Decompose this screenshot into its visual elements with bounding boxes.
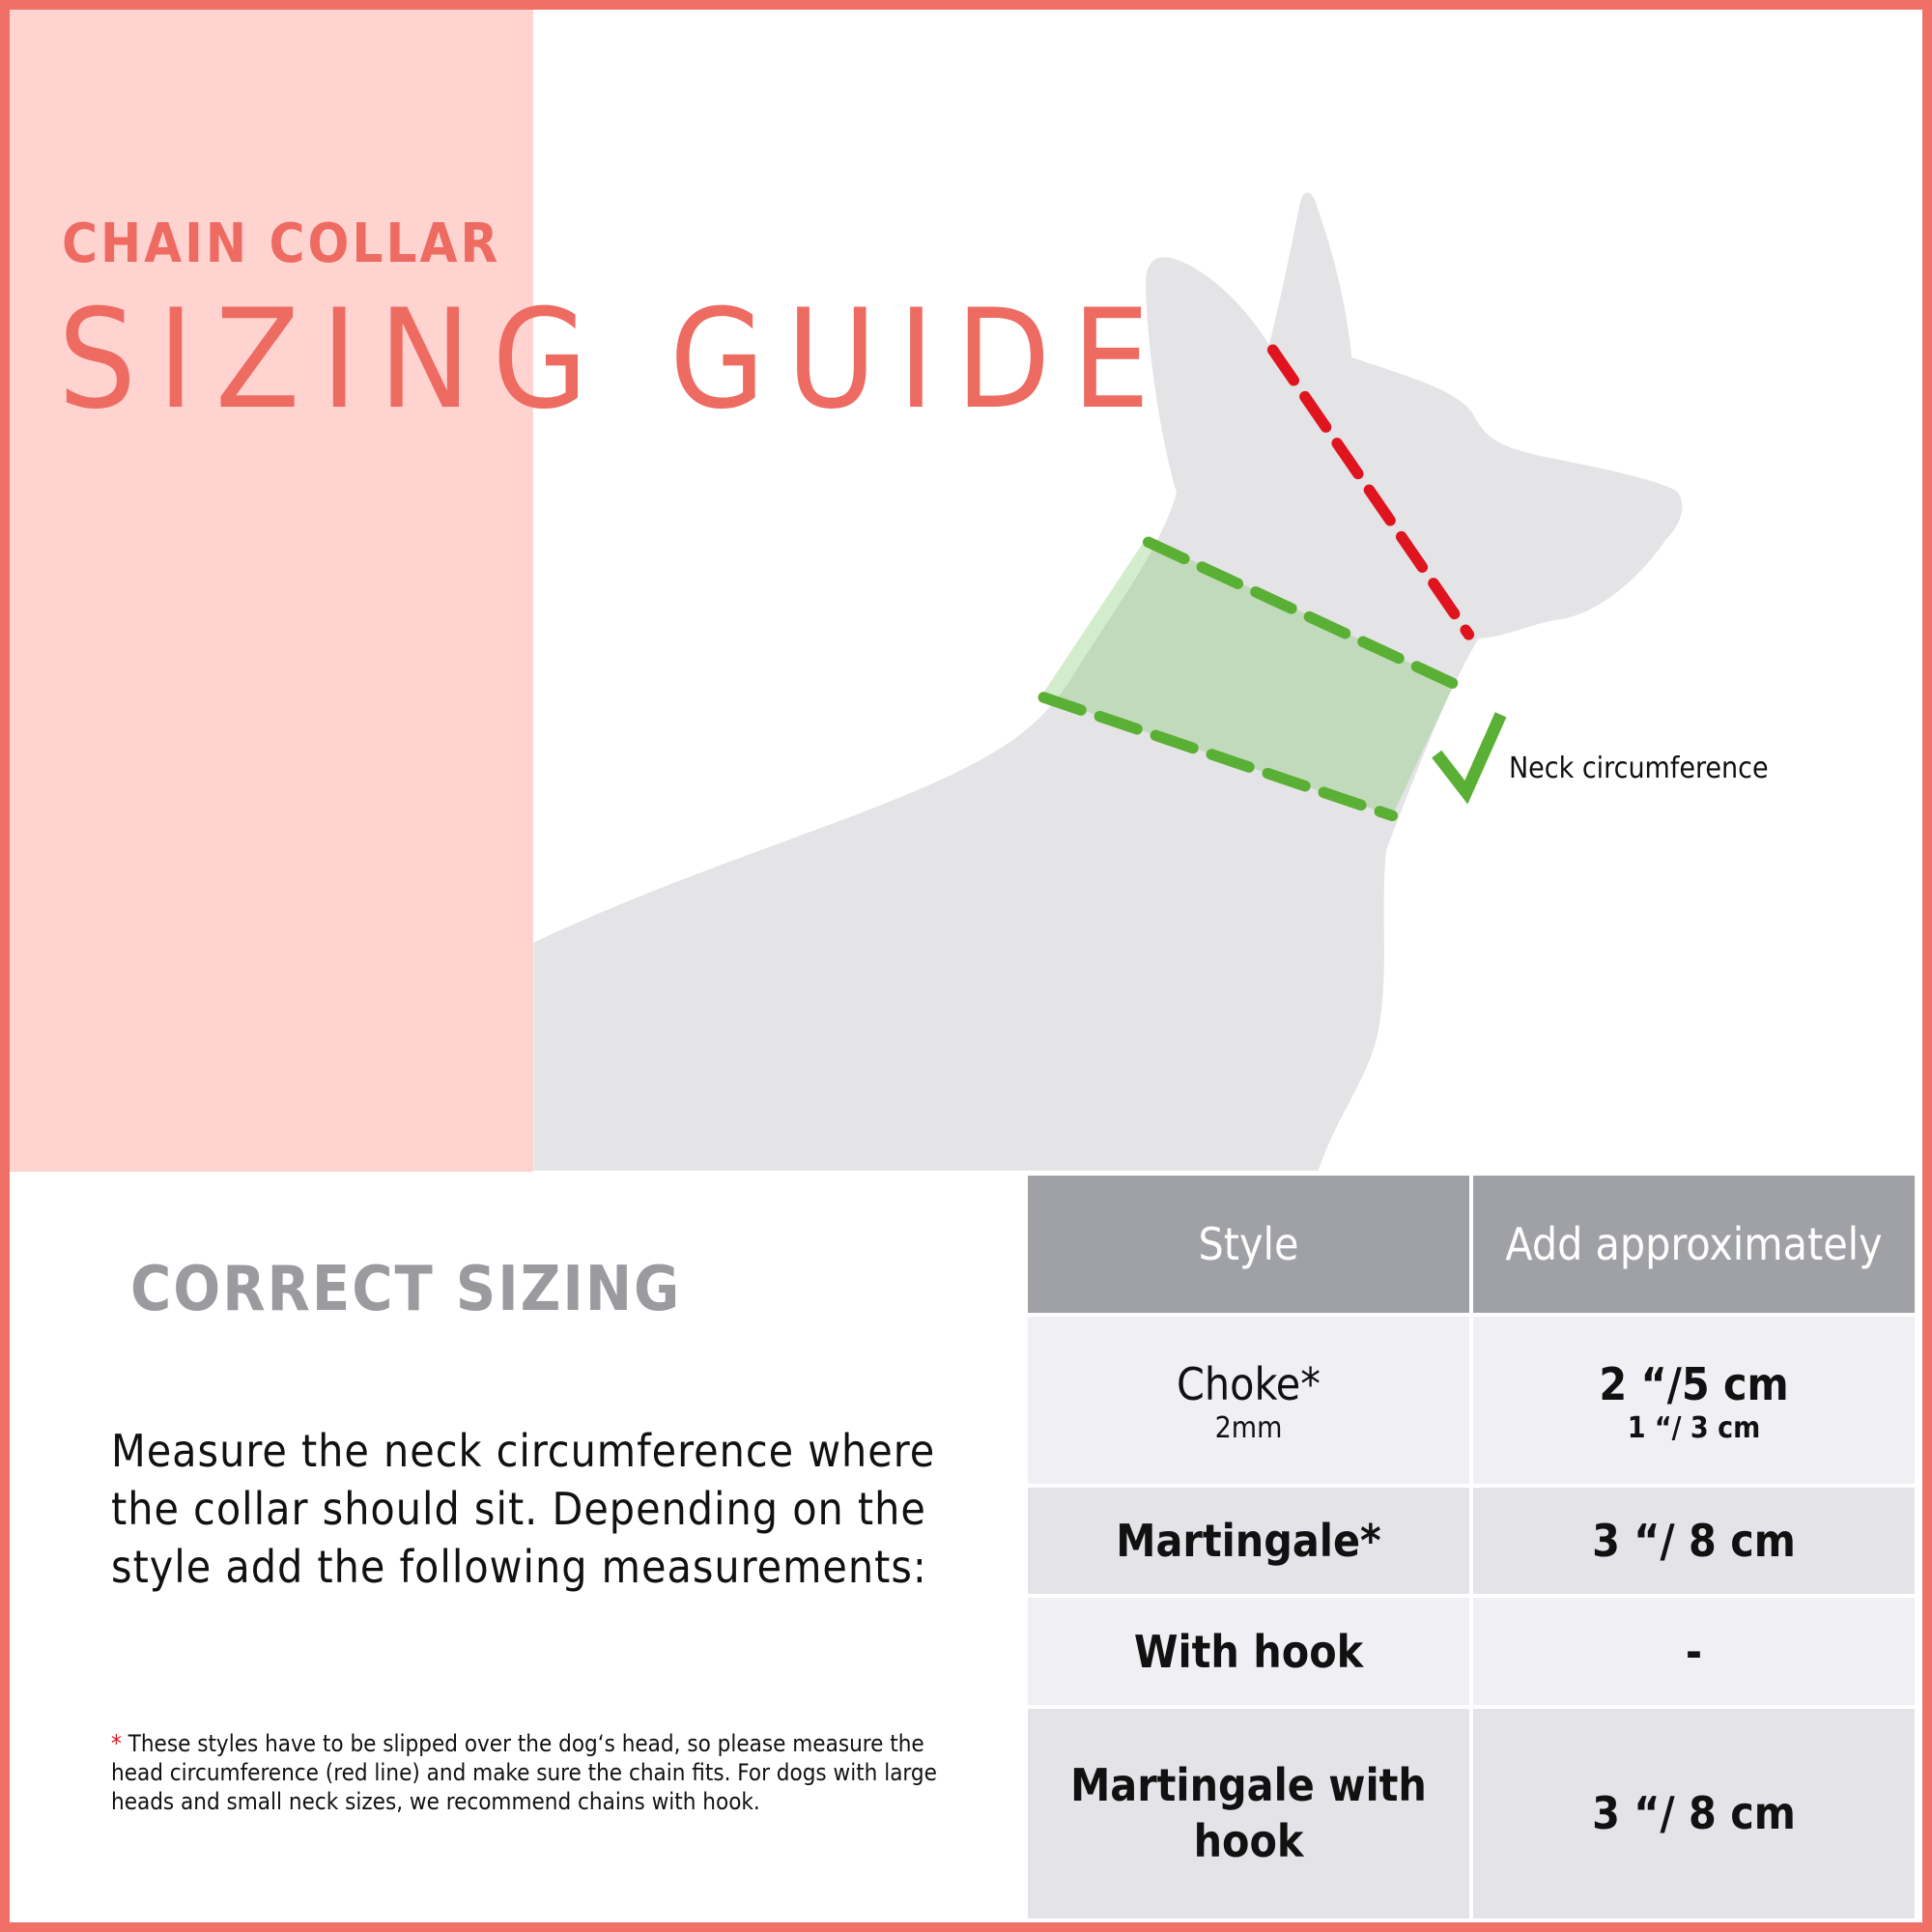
style-cell: With hook bbox=[1024, 1594, 1473, 1709]
style-name: Martingale with hook bbox=[1070, 1759, 1427, 1868]
style-cell: Choke* 2mm bbox=[1024, 1312, 1473, 1489]
table-row: Martingale with hook 3 “/ 8 cm bbox=[1024, 1704, 1918, 1923]
head-circumference-line bbox=[1266, 344, 1475, 640]
header-add: Add approximately bbox=[1469, 1172, 1918, 1317]
neck-line-top bbox=[1143, 536, 1460, 690]
style-name: Choke* bbox=[1177, 1357, 1321, 1410]
neck-line-bottom bbox=[1037, 692, 1399, 822]
title-panel bbox=[10, 10, 533, 1172]
style-sub: 2mm bbox=[1214, 1410, 1283, 1445]
section-heading: CORRECT SIZING bbox=[130, 1254, 682, 1325]
neck-circumference-label: Neck circumference bbox=[1509, 752, 1769, 785]
header-style: Style bbox=[1024, 1172, 1473, 1317]
add-cell: 3 “/ 8 cm bbox=[1469, 1704, 1918, 1923]
title-kicker: CHAIN COLLAR bbox=[62, 213, 501, 275]
instructions-text: Measure the neck circumference where the… bbox=[111, 1425, 936, 1593]
sizing-section bbox=[10, 1172, 1024, 1922]
add-value: 2 “/5 cm bbox=[1599, 1357, 1789, 1410]
table-row: With hook - bbox=[1024, 1594, 1918, 1709]
style-cell: Martingale with hook bbox=[1024, 1704, 1473, 1923]
footnote: * These styles have to be slipped over t… bbox=[111, 1729, 961, 1816]
page-title: SIZING GUIDE bbox=[58, 280, 1172, 440]
add-value: - bbox=[1685, 1625, 1703, 1678]
style-cell: Martingale* bbox=[1024, 1484, 1473, 1599]
footnote-marker: * bbox=[111, 1730, 122, 1757]
add-value: 3 “/ 8 cm bbox=[1592, 1787, 1796, 1840]
sizing-table: Style Add approximately Choke* 2mm 2 “/5 … bbox=[1024, 1172, 1918, 1923]
style-name: With hook bbox=[1133, 1625, 1364, 1678]
neck-band-area bbox=[1040, 538, 1455, 816]
dog-silhouette bbox=[533, 192, 1683, 1171]
style-name: Martingale* bbox=[1116, 1515, 1381, 1568]
checkmark-icon bbox=[1432, 712, 1507, 805]
footnote-text: These styles have to be slipped over the… bbox=[111, 1730, 937, 1815]
add-sub: 1 “/ 3 cm bbox=[1627, 1410, 1761, 1445]
table-header-row: Style Add approximately bbox=[1024, 1172, 1918, 1317]
table-row: Choke* 2mm 2 “/5 cm 1 “/ 3 cm bbox=[1024, 1312, 1918, 1489]
add-cell: 2 “/5 cm 1 “/ 3 cm bbox=[1469, 1312, 1918, 1489]
add-value: 3 “/ 8 cm bbox=[1592, 1515, 1796, 1568]
table-row: Martingale* 3 “/ 8 cm bbox=[1024, 1484, 1918, 1599]
add-cell: 3 “/ 8 cm bbox=[1469, 1484, 1918, 1599]
add-cell: - bbox=[1469, 1594, 1918, 1709]
